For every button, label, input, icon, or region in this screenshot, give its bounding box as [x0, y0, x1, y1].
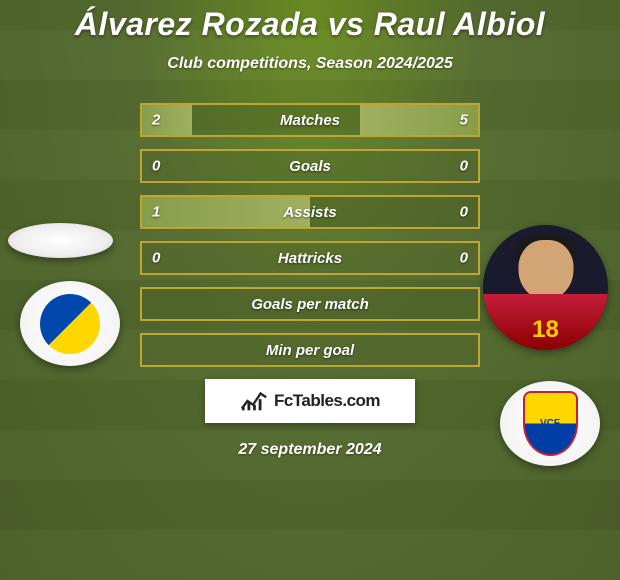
stat-value-right: 0: [460, 204, 468, 221]
stat-value-left: 2: [152, 112, 160, 129]
stat-label: Goals per match: [251, 296, 369, 313]
stat-row: Goals per match: [140, 287, 480, 321]
stat-value-left: 0: [152, 250, 160, 267]
club-left-badge: Las Palmas: [40, 294, 100, 354]
stat-value-left: 1: [152, 204, 160, 221]
stat-label: Matches: [280, 112, 340, 129]
branding-banner[interactable]: FcTables.com: [205, 379, 415, 423]
player-left-photo: [8, 223, 113, 258]
stat-fill-left: [142, 105, 192, 135]
stat-row: Min per goal: [140, 333, 480, 367]
stat-label: Goals: [289, 158, 331, 175]
branding-text: FcTables.com: [274, 391, 380, 411]
stat-value-right: 0: [460, 158, 468, 175]
stat-label: Assists: [283, 204, 336, 221]
stat-row: 0 0 Hattricks: [140, 241, 480, 275]
player-left-club-logo: Las Palmas: [20, 281, 120, 366]
page-title: Álvarez Rozada vs Raul Albiol: [75, 6, 545, 43]
stat-row: 1 0 Assists: [140, 195, 480, 229]
stat-value-right: 5: [460, 112, 468, 129]
page-subtitle: Club competitions, Season 2024/2025: [167, 55, 452, 73]
stat-value-right: 0: [460, 250, 468, 267]
stats-area: Las Palmas 18 VCF 2 5 Matches 0 0 Goals 1 0 Assi…: [0, 103, 620, 580]
stat-label: Min per goal: [266, 342, 354, 359]
club-right-initials: VCF: [540, 418, 560, 429]
stat-value-left: 0: [152, 158, 160, 175]
stat-label: Hattricks: [278, 250, 342, 267]
player-right-jersey: 18: [483, 294, 608, 350]
player-right-club-logo: VCF: [500, 381, 600, 466]
stat-row: 0 0 Goals: [140, 149, 480, 183]
fctables-logo-icon: [240, 389, 268, 413]
content-container: Álvarez Rozada vs Raul Albiol Club compe…: [0, 0, 620, 580]
stat-row: 2 5 Matches: [140, 103, 480, 137]
player-right-jersey-number: 18: [532, 316, 559, 344]
player-right-photo: 18: [483, 225, 608, 350]
club-right-badge: VCF: [523, 391, 578, 456]
player-right-head: [518, 240, 573, 300]
